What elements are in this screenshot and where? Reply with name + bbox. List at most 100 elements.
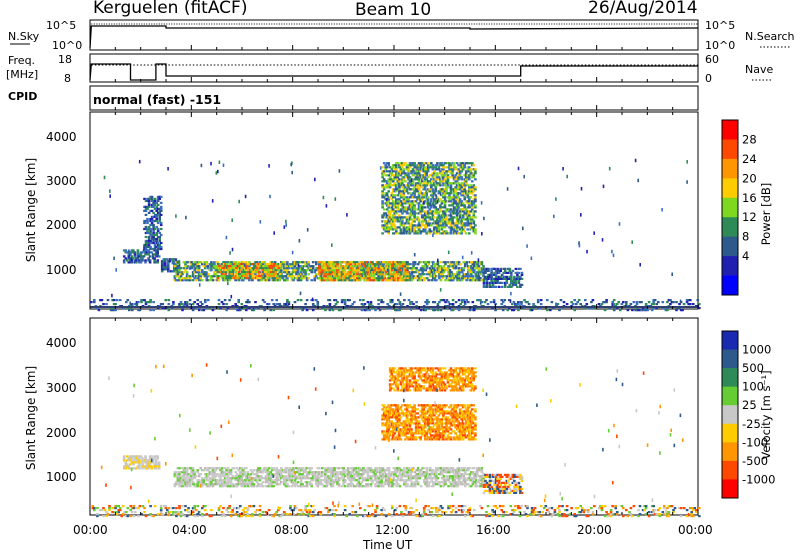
data-cell — [496, 267, 499, 270]
data-cell — [387, 261, 391, 264]
data-cell — [227, 264, 230, 268]
data-cell — [469, 186, 473, 189]
sparse-cell — [285, 219, 287, 224]
data-cell — [439, 182, 442, 185]
data-cell — [293, 269, 297, 272]
data-cell — [181, 309, 184, 312]
data-cell — [447, 301, 450, 304]
data-cell — [304, 273, 307, 276]
data-cell — [459, 269, 462, 272]
data-cell — [442, 164, 445, 167]
data-cell — [237, 477, 240, 480]
data-cell — [111, 299, 114, 302]
data-cell — [395, 190, 398, 193]
data-cell — [229, 261, 233, 264]
data-cell — [419, 230, 422, 233]
data-cell — [389, 263, 392, 266]
data-cell — [442, 261, 446, 264]
data-cell — [477, 265, 481, 268]
sparse-cell — [555, 302, 557, 306]
data-cell — [377, 273, 380, 276]
data-cell — [431, 184, 435, 187]
data-cell — [266, 279, 269, 282]
data-cell — [226, 307, 230, 310]
data-cell — [234, 261, 237, 264]
sparse-cell — [612, 253, 615, 258]
data-cell — [493, 267, 496, 270]
data-cell — [178, 279, 181, 282]
data-cell — [451, 309, 455, 312]
data-cell — [225, 469, 228, 472]
data-cell — [464, 214, 468, 217]
data-cell — [419, 182, 422, 185]
data-cell — [151, 461, 155, 464]
data-cell — [228, 270, 232, 274]
data-cell — [413, 218, 416, 221]
data-cell — [410, 301, 414, 304]
data-cell — [299, 473, 303, 476]
data-cell — [476, 265, 479, 268]
data-cell — [444, 301, 447, 304]
data-cell — [295, 273, 298, 276]
data-cell — [422, 218, 425, 221]
data-cell — [269, 270, 273, 274]
data-cell — [464, 208, 468, 211]
data-cell — [318, 277, 321, 280]
data-cell — [436, 271, 440, 274]
data-cell — [482, 265, 485, 268]
data-cell — [455, 188, 459, 191]
data-cell — [242, 274, 246, 278]
data-cell — [450, 263, 453, 266]
data-cell — [411, 184, 415, 187]
data-cell — [488, 285, 492, 288]
data-cell — [372, 273, 376, 276]
data-cell — [225, 303, 228, 306]
data-cell — [136, 251, 140, 254]
data-cell — [269, 485, 272, 488]
data-cell — [138, 455, 141, 458]
data-cell — [451, 212, 454, 215]
data-cell — [199, 279, 202, 282]
data-cell — [349, 267, 353, 270]
data-cell — [147, 467, 150, 470]
data-cell — [155, 201, 158, 204]
sparse-cell — [273, 231, 275, 235]
data-cell — [196, 299, 199, 302]
data-cell — [413, 216, 416, 219]
data-cell — [237, 267, 240, 270]
data-cell — [388, 184, 392, 187]
data-cell — [411, 204, 415, 207]
data-cell — [322, 307, 326, 310]
data-cell — [337, 269, 341, 272]
data-cell — [166, 307, 169, 310]
data-cell — [371, 307, 374, 310]
data-cell — [157, 461, 161, 464]
data-cell — [147, 257, 150, 260]
data-cell — [213, 271, 216, 274]
data-cell — [305, 473, 309, 476]
data-cell — [246, 471, 250, 474]
data-cell — [221, 272, 224, 276]
data-cell — [345, 273, 348, 276]
data-cell — [154, 465, 158, 468]
data-cell — [191, 265, 195, 268]
data-cell — [455, 196, 459, 199]
data-cell — [222, 303, 225, 306]
data-cell — [190, 263, 193, 266]
data-cell — [284, 261, 288, 264]
data-cell — [433, 277, 437, 280]
data-cell — [502, 277, 505, 280]
data-cell — [162, 264, 166, 267]
data-cell — [143, 209, 146, 212]
data-cell — [471, 263, 475, 266]
data-cell — [301, 265, 304, 268]
data-cell — [417, 164, 421, 167]
data-cell — [251, 273, 254, 276]
data-cell — [204, 261, 207, 264]
data-cell — [386, 307, 389, 310]
data-cell — [389, 299, 392, 302]
data-cell — [413, 228, 416, 231]
data-cell — [287, 301, 291, 304]
data-cell — [143, 247, 146, 251]
data-cell — [187, 473, 190, 476]
